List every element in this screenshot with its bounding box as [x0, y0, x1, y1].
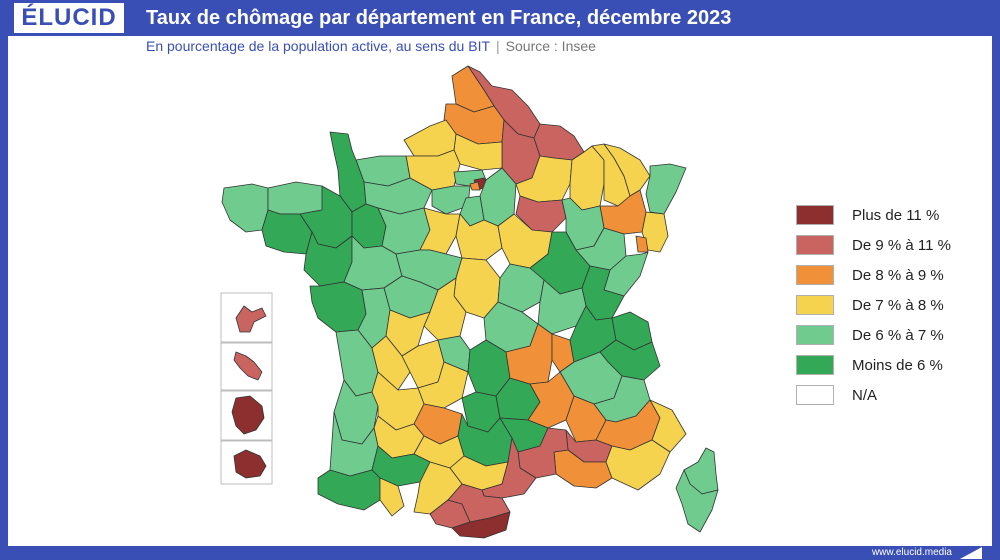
legend-label: De 7 % à 8 % [852, 296, 944, 314]
page-title: Taux de chômage par département en Franc… [146, 7, 732, 29]
dep-vendee[interactable] [309, 281, 367, 333]
dep-seine-maritime[interactable] [403, 119, 457, 157]
subtitle: En pourcentage de la population active, … [146, 38, 596, 54]
metropolitan-departments [221, 65, 719, 539]
legend-label: De 6 % à 7 % [852, 326, 944, 344]
dep-guyane[interactable] [231, 395, 265, 435]
dep-cotes-d-armor[interactable] [267, 181, 331, 215]
dep-herault[interactable] [481, 437, 537, 499]
dep-corse-du-sud[interactable] [675, 469, 719, 533]
legend-swatch [796, 295, 834, 315]
legend-swatch [796, 205, 834, 225]
dep-martinique[interactable] [233, 351, 263, 381]
legend-item-6-a-7: De 6 % à 7 % [796, 320, 951, 350]
legend-item-9-a-11: De 9 % à 11 % [796, 230, 951, 260]
source-note: Source : Insee [505, 38, 596, 54]
footer-url-link[interactable]: www.elucid.media [871, 547, 952, 558]
dep-guadeloupe[interactable] [235, 305, 267, 333]
header-bar: ÉLUCID Taux de chômage par département e… [0, 0, 1000, 36]
dep-pyrenees-orientales[interactable] [451, 511, 511, 539]
elucid-logo[interactable]: ÉLUCID [14, 3, 124, 33]
elucid-mark-icon [960, 547, 982, 559]
legend: Plus de 11 % De 9 % à 11 % De 8 % à 9 % … [796, 200, 951, 410]
legend-item-8-a-9: De 8 % à 9 % [796, 260, 951, 290]
dep-pyrenees-atlantiques[interactable] [317, 469, 381, 511]
legend-label: De 8 % à 9 % [852, 266, 944, 284]
dep-meuse[interactable] [569, 145, 605, 211]
legend-swatch [796, 385, 834, 405]
footer-bar: www.elucid.media [0, 546, 1000, 560]
legend-item-moins-de-6: Moins de 6 % [796, 350, 951, 380]
dep-ardennes[interactable] [533, 123, 585, 161]
dep-territoire-de-belfort[interactable] [635, 235, 649, 253]
subtitle-description: En pourcentage de la population active, … [146, 38, 491, 54]
dep-indre[interactable] [423, 277, 467, 341]
dep-marne[interactable] [515, 155, 573, 203]
legend-label: Moins de 6 % [852, 356, 943, 374]
legend-item-na: N/A [796, 380, 951, 410]
legend-swatch [796, 325, 834, 345]
legend-label: Plus de 11 % [852, 206, 940, 224]
dep-var[interactable] [605, 439, 671, 491]
legend-swatch [796, 355, 834, 375]
legend-swatch [796, 265, 834, 285]
dep-paris[interactable] [469, 181, 481, 191]
legend-label: N/A [852, 386, 878, 404]
dep-bas-rhin[interactable] [645, 163, 687, 215]
legend-item-7-a-8: De 7 % à 8 % [796, 290, 951, 320]
legend-label: De 9 % à 11 % [852, 236, 951, 254]
dep-hautes-pyrenees[interactable] [379, 477, 405, 517]
dep-finistere[interactable] [221, 183, 269, 233]
legend-item-plus-de-11: Plus de 11 % [796, 200, 951, 230]
subtitle-separator: | [496, 38, 500, 54]
dep-la-reunion[interactable] [233, 449, 267, 479]
legend-swatch [796, 235, 834, 255]
overseas-insets [220, 292, 273, 485]
